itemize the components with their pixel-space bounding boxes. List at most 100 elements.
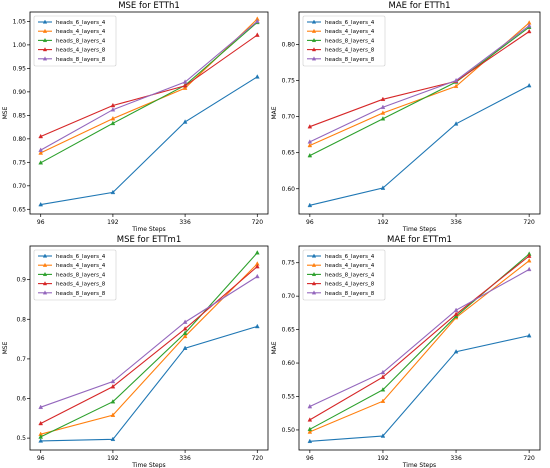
legend-marker (311, 253, 317, 258)
legend-marker (311, 56, 317, 61)
y-tick-label: 0.95 (13, 65, 27, 72)
y-axis-label: MSE (2, 106, 9, 119)
y-tick-label: 1.05 (13, 18, 27, 25)
data-point (307, 139, 313, 144)
data-point (110, 412, 116, 417)
data-point (254, 263, 260, 269)
data-point (453, 121, 459, 126)
y-tick-label: 0.70 (282, 114, 296, 121)
data-point (453, 349, 459, 354)
data-point (182, 79, 188, 84)
series-line-5 (40, 276, 258, 408)
y-axis-label: MAE (271, 341, 278, 354)
legend-box (302, 249, 386, 301)
data-point (526, 258, 532, 263)
data-point (380, 374, 386, 379)
data-point (307, 124, 313, 129)
data-point (380, 96, 386, 102)
data-point (526, 332, 532, 338)
subplot-1: MSE for ETTh1 96 192 336 720 Time Steps 0.65 0.… (2, 1, 269, 233)
x-tick-label: 96 (37, 219, 45, 226)
series-line-2 (309, 260, 530, 433)
data-point (526, 28, 532, 34)
y-tick-label: 0.85 (13, 112, 27, 119)
chart-title: MAE for ETTm1 (387, 235, 452, 245)
data-point (307, 426, 313, 431)
data-point (307, 142, 313, 148)
legend-marker (42, 56, 48, 61)
data-point (38, 420, 44, 426)
y-tick-label: 0.75 (282, 78, 296, 85)
legend-label: heads_6_layers_4 (325, 20, 375, 26)
x-tick-label: 336 (179, 455, 191, 462)
data-point (182, 345, 188, 350)
data-point (453, 311, 459, 316)
subplot-4: MAE for ETTm1 96 192 336 720 Time Steps 0.50 0.… (271, 235, 541, 468)
data-point (526, 266, 532, 272)
legend: heads_6_layers_4 heads_4_layers_4 heads_8_… (302, 249, 386, 301)
legend-label: heads_4_layers_4 (325, 29, 375, 35)
data-point (380, 433, 386, 438)
data-point (38, 160, 44, 165)
legend-marker (311, 271, 317, 276)
x-tick-label: 192 (377, 455, 389, 462)
legend-marker (42, 28, 48, 33)
data-point (182, 330, 188, 335)
series-line-3 (40, 252, 258, 438)
data-point (182, 85, 188, 90)
series-line-4 (309, 31, 530, 128)
subplot-3: MSE for ETTm1 96 192 336 720 Time Steps 0.5 0.6… (2, 235, 269, 468)
plot-area (298, 11, 541, 215)
legend-label: heads_4_layers_8 (56, 48, 106, 54)
data-point (307, 202, 313, 208)
legend-label: heads_4_layers_8 (56, 282, 106, 288)
y-tick-label: 0.50 (282, 427, 296, 434)
legend-label: heads_4_layers_4 (56, 263, 106, 269)
y-tick-label: 0.75 (282, 260, 296, 267)
y-tick-label: 0.75 (13, 159, 27, 166)
x-tick-label: 96 (306, 455, 314, 462)
data-point (110, 102, 116, 108)
legend-label: heads_8_layers_4 (56, 38, 106, 44)
data-point (380, 369, 386, 375)
series-line-4 (309, 255, 530, 421)
legend-marker (311, 19, 317, 24)
data-point (526, 253, 532, 258)
legend-marker (311, 262, 317, 267)
data-point (254, 74, 260, 79)
data-point (182, 319, 188, 324)
legend-box (33, 15, 117, 67)
data-point (110, 115, 116, 121)
y-tick-label: 1.00 (13, 42, 27, 49)
legend-label: heads_4_layers_8 (325, 48, 375, 54)
legend-label: heads_6_layers_4 (56, 20, 106, 26)
y-tick-label: 0.60 (282, 360, 296, 367)
legend-marker (42, 37, 48, 42)
legend-marker (311, 37, 317, 42)
x-tick-label: 720 (252, 219, 264, 226)
data-point (453, 77, 459, 83)
legend: heads_6_layers_4 heads_4_layers_4 heads_8_… (302, 15, 386, 67)
data-point (110, 383, 116, 389)
x-tick-label: 336 (179, 219, 191, 226)
legend-label: heads_6_layers_4 (56, 254, 106, 260)
y-tick-label: 0.60 (282, 186, 296, 193)
legend-box (302, 15, 386, 67)
series-line-1 (309, 335, 530, 442)
x-axis-label: Time Steps (402, 462, 436, 468)
chart-title: MSE for ETTm1 (117, 235, 182, 245)
y-tick-label: 0.65 (13, 206, 27, 213)
legend-label: heads_4_layers_8 (325, 282, 375, 288)
legend-label: heads_8_layers_8 (56, 291, 106, 297)
legend-label: heads_6_layers_4 (325, 254, 375, 260)
y-tick-label: 0.55 (282, 393, 296, 400)
data-point (110, 378, 116, 384)
data-point (307, 429, 313, 434)
data-point (38, 404, 44, 409)
data-point (380, 387, 386, 392)
data-point (38, 147, 44, 152)
legend-label: heads_8_layers_8 (56, 57, 106, 63)
data-point (182, 333, 188, 339)
data-point (254, 323, 260, 329)
